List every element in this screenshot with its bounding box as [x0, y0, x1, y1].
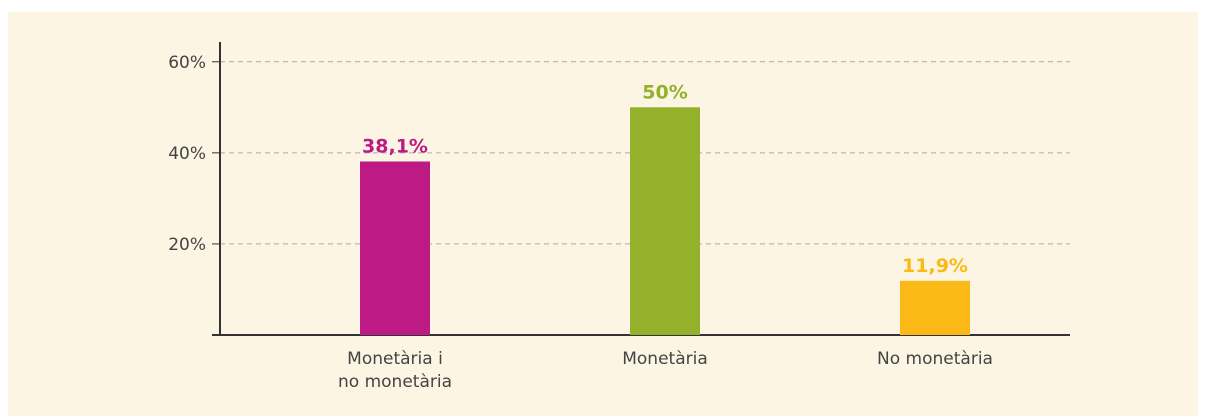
bar	[900, 280, 970, 335]
value-label: 38,1%	[362, 135, 428, 157]
value-label: 11,9%	[902, 255, 968, 277]
y-tick-label: 40%	[168, 144, 206, 164]
bar	[360, 161, 430, 335]
x-tick-label: Monetària	[622, 349, 708, 369]
bar	[630, 107, 700, 335]
x-tick-label: No monetària	[877, 349, 993, 369]
value-label: 50%	[642, 81, 687, 103]
x-tick-label: Monetària i no monetària	[338, 349, 452, 392]
y-tick-label: 20%	[168, 235, 206, 255]
y-tick-label: 60%	[168, 53, 206, 73]
chart-background	[8, 12, 1198, 416]
